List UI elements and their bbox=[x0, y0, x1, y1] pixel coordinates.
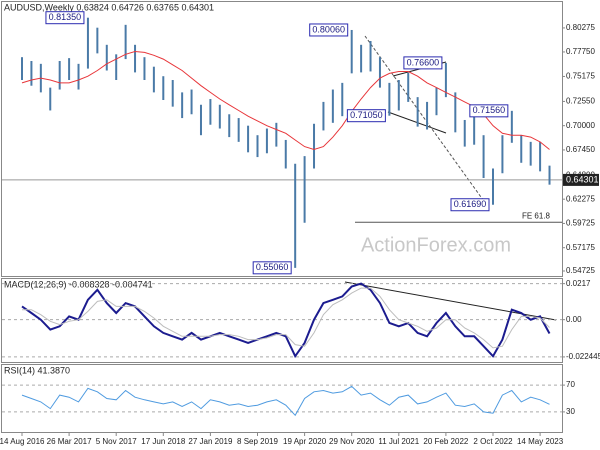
level-label: 0.81350 bbox=[49, 12, 82, 22]
x-tick-label: 17 Jun 2018 bbox=[141, 437, 186, 446]
level-label-box bbox=[403, 56, 443, 70]
level-label: 0.71050 bbox=[350, 110, 383, 120]
watermark: ActionForex.com bbox=[361, 234, 511, 256]
projection-line bbox=[364, 35, 487, 205]
y-tick-label: 70 bbox=[566, 380, 575, 389]
x-tick-label: 14 May 2023 bbox=[517, 437, 564, 446]
y-tick-label: -0.022445 bbox=[566, 352, 600, 361]
x-tick-label: 26 Mar 2017 bbox=[47, 437, 92, 446]
x-tick-label: 14 Aug 2016 bbox=[0, 437, 45, 446]
x-tick-label: 2 Oct 2022 bbox=[473, 437, 513, 446]
x-tick-label: 8 Sep 2019 bbox=[237, 437, 278, 446]
x-tick-label: 11 Jul 2021 bbox=[378, 437, 419, 446]
last-price-box bbox=[563, 173, 599, 186]
rsi-title: RSI(14) 41.3870 bbox=[4, 365, 70, 375]
y-tick-label: 0.72550 bbox=[566, 97, 595, 106]
y-tick-label: 0.67450 bbox=[566, 145, 595, 154]
level-label: 0.71560 bbox=[473, 105, 506, 115]
y-tick-label: 0.80275 bbox=[566, 23, 595, 32]
y-tick-label: 0.54725 bbox=[566, 266, 595, 275]
x-tick-label: 27 Jan 2019 bbox=[188, 437, 233, 446]
y-tick-label: 30 bbox=[566, 407, 575, 416]
level-label-box bbox=[309, 23, 349, 37]
y-tick-label: 0.00 bbox=[566, 315, 582, 324]
level-label-box bbox=[346, 109, 386, 123]
level-label-box bbox=[45, 11, 85, 25]
price-panel bbox=[1, 1, 563, 277]
price-title: AUDUSD,Weekly 0.63824 0.64726 0.63765 0.… bbox=[4, 2, 214, 12]
y-tick-label: 0.62275 bbox=[566, 194, 595, 203]
series-line bbox=[21, 50, 550, 151]
level-label: 0.61690 bbox=[454, 199, 487, 209]
y-tick-label: 0.75175 bbox=[566, 72, 595, 81]
macd-title: MACD(12,26,9) -0.008328 -0.004741 bbox=[4, 279, 153, 289]
x-tick-label: 29 Nov 2020 bbox=[329, 437, 375, 446]
y-tick-label: 0.57175 bbox=[566, 243, 595, 252]
macd-panel bbox=[1, 278, 563, 363]
level-label: 0.76600 bbox=[407, 57, 440, 67]
y-tick-label: 0.59725 bbox=[566, 219, 595, 228]
level-label-box bbox=[450, 198, 490, 212]
level-label-box bbox=[469, 104, 509, 118]
x-tick-label: 20 Feb 2022 bbox=[423, 437, 468, 446]
series-line bbox=[21, 282, 551, 359]
level-label: 0.80060 bbox=[312, 24, 345, 34]
y-tick-label: 0.77750 bbox=[566, 47, 595, 56]
y-tick-label: 0.0217 bbox=[566, 279, 591, 288]
series-line bbox=[21, 385, 550, 417]
y-tick-label: 0.70000 bbox=[566, 121, 595, 130]
level-label: 0.55060 bbox=[256, 262, 289, 272]
level-label-box bbox=[252, 261, 292, 275]
fe-label: FE 61.8 bbox=[522, 211, 551, 220]
x-tick-label: 19 Apr 2020 bbox=[283, 437, 327, 446]
series-line bbox=[22, 287, 550, 349]
x-tick-label: 5 Nov 2017 bbox=[96, 437, 137, 446]
last-price-label: 0.64301 bbox=[566, 174, 599, 184]
